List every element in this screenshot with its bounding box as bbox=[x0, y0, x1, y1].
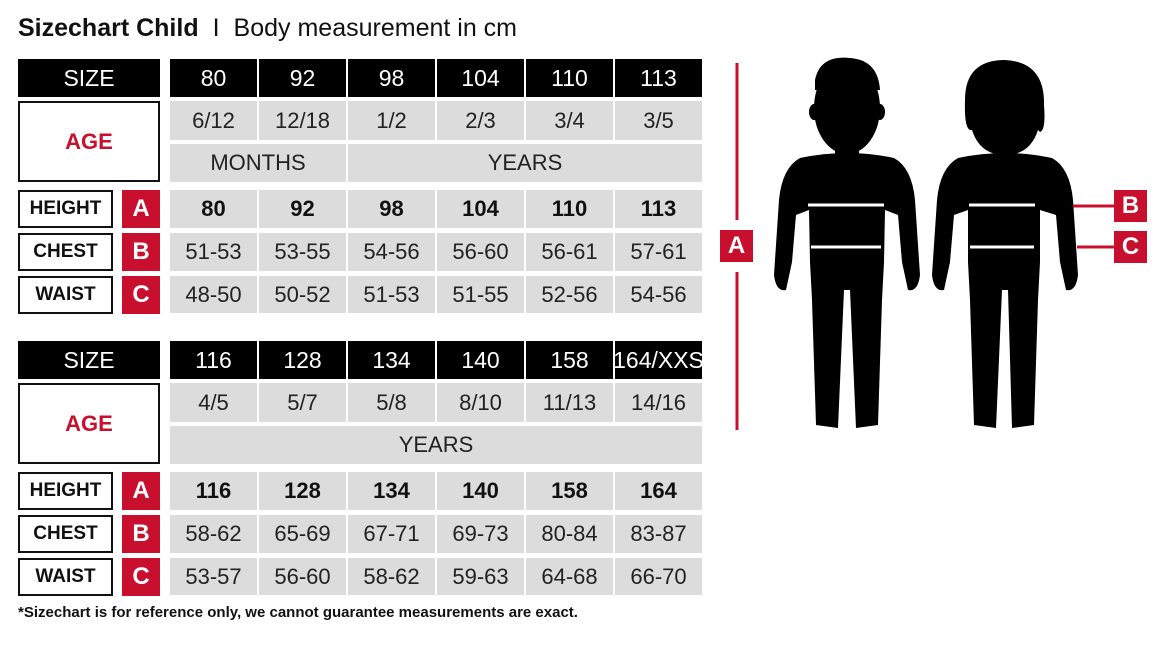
age-cell: 12/18 bbox=[259, 101, 346, 140]
waist-label: WAIST bbox=[18, 558, 113, 596]
height-cell: 113 bbox=[615, 190, 702, 228]
age-cell: 5/7 bbox=[259, 383, 346, 422]
age-cell: 6/12 bbox=[170, 101, 257, 140]
height-cell: 134 bbox=[348, 472, 435, 510]
height-cell: 92 bbox=[259, 190, 346, 228]
chest-cell: 69-73 bbox=[437, 515, 524, 553]
disclaimer-note: *Sizechart is for reference only, we can… bbox=[18, 604, 578, 621]
size-header-cell: 110 bbox=[526, 59, 613, 97]
chest-cell: 56-61 bbox=[526, 233, 613, 271]
chest-cell: 56-60 bbox=[437, 233, 524, 271]
chest-cell: 67-71 bbox=[348, 515, 435, 553]
chest-cell: 54-56 bbox=[348, 233, 435, 271]
size-label: SIZE bbox=[18, 341, 160, 379]
chest-cell: 65-69 bbox=[259, 515, 346, 553]
age-cell: 11/13 bbox=[526, 383, 613, 422]
age-cell: 2/3 bbox=[437, 101, 524, 140]
chest-label: CHEST bbox=[18, 233, 113, 271]
measure-lines bbox=[808, 203, 1035, 249]
age-cell: 14/16 bbox=[615, 383, 702, 422]
waist-cell: 51-55 bbox=[437, 276, 524, 313]
age-cell: 8/10 bbox=[437, 383, 524, 422]
age-cell: 1/2 bbox=[348, 101, 435, 140]
chest-cell: 58-62 bbox=[170, 515, 257, 553]
height-cell: 128 bbox=[259, 472, 346, 510]
size-header-cell: 80 bbox=[170, 59, 257, 97]
size-header-cell: 92 bbox=[259, 59, 346, 97]
height-cell: 116 bbox=[170, 472, 257, 510]
chest-cell: 51-53 bbox=[170, 233, 257, 271]
waist-cell: 53-57 bbox=[170, 558, 257, 595]
title-subtitle: Body measurement in cm bbox=[233, 14, 517, 42]
size-header-cell: 140 bbox=[437, 341, 524, 379]
waist-letter-badge: C bbox=[122, 558, 160, 596]
age-label: AGE bbox=[18, 383, 160, 464]
height-line bbox=[735, 63, 1114, 430]
waist-cell: 56-60 bbox=[259, 558, 346, 595]
chest-cell: 83-87 bbox=[615, 515, 702, 553]
size-header-cell: 158 bbox=[526, 341, 613, 379]
size-header-cell: 113 bbox=[615, 59, 702, 97]
chest-marker: B bbox=[1114, 190, 1147, 222]
title-main: Sizechart Child bbox=[18, 14, 199, 42]
waist-label: WAIST bbox=[18, 276, 113, 314]
size-header-cell: 98 bbox=[348, 59, 435, 97]
height-label: HEIGHT bbox=[18, 190, 113, 228]
waist-cell: 51-53 bbox=[348, 276, 435, 313]
height-cell: 98 bbox=[348, 190, 435, 228]
height-cell: 80 bbox=[170, 190, 257, 228]
height-cell: 140 bbox=[437, 472, 524, 510]
height-cell: 110 bbox=[526, 190, 613, 228]
age-unit-cell: MONTHS bbox=[170, 144, 346, 182]
height-letter-badge: A bbox=[122, 190, 160, 228]
waist-cell: 54-56 bbox=[615, 276, 702, 313]
height-letter-badge: A bbox=[122, 472, 160, 510]
height-cell: 104 bbox=[437, 190, 524, 228]
size-header-cell: 164/XXS bbox=[613, 341, 704, 379]
age-unit-cell: YEARS bbox=[348, 144, 702, 182]
height-label: HEIGHT bbox=[18, 472, 113, 510]
size-header-cell: 128 bbox=[259, 341, 346, 379]
page-title: Sizechart Child I Body measurement in cm bbox=[18, 14, 517, 43]
title-separator: I bbox=[212, 14, 220, 42]
size-header-cell: 116 bbox=[170, 341, 257, 379]
waist-letter-badge: C bbox=[122, 276, 160, 314]
chest-label: CHEST bbox=[18, 515, 113, 553]
chest-letter-badge: B bbox=[122, 515, 160, 553]
waist-cell: 64-68 bbox=[526, 558, 613, 595]
waist-cell: 58-62 bbox=[348, 558, 435, 595]
size-header-cell: 134 bbox=[348, 341, 435, 379]
chest-letter-badge: B bbox=[122, 233, 160, 271]
waist-cell: 52-56 bbox=[526, 276, 613, 313]
age-cell: 5/8 bbox=[348, 383, 435, 422]
boy-silhouette bbox=[774, 57, 920, 428]
waist-marker: C bbox=[1114, 231, 1147, 263]
height-marker: A bbox=[720, 230, 753, 262]
chest-cell: 80-84 bbox=[526, 515, 613, 553]
girl-silhouette bbox=[932, 60, 1078, 428]
age-cell: 4/5 bbox=[170, 383, 257, 422]
age-unit-cell: YEARS bbox=[170, 426, 702, 464]
age-cell: 3/4 bbox=[526, 101, 613, 140]
height-cell: 164 bbox=[615, 472, 702, 510]
height-cell: 158 bbox=[526, 472, 613, 510]
age-label: AGE bbox=[18, 101, 160, 182]
waist-cell: 66-70 bbox=[615, 558, 702, 595]
chest-cell: 57-61 bbox=[615, 233, 702, 271]
waist-cell: 50-52 bbox=[259, 276, 346, 313]
size-header-cell: 104 bbox=[437, 59, 524, 97]
waist-cell: 59-63 bbox=[437, 558, 524, 595]
chest-cell: 53-55 bbox=[259, 233, 346, 271]
waist-cell: 48-50 bbox=[170, 276, 257, 313]
size-label: SIZE bbox=[18, 59, 160, 97]
age-cell: 3/5 bbox=[615, 101, 702, 140]
